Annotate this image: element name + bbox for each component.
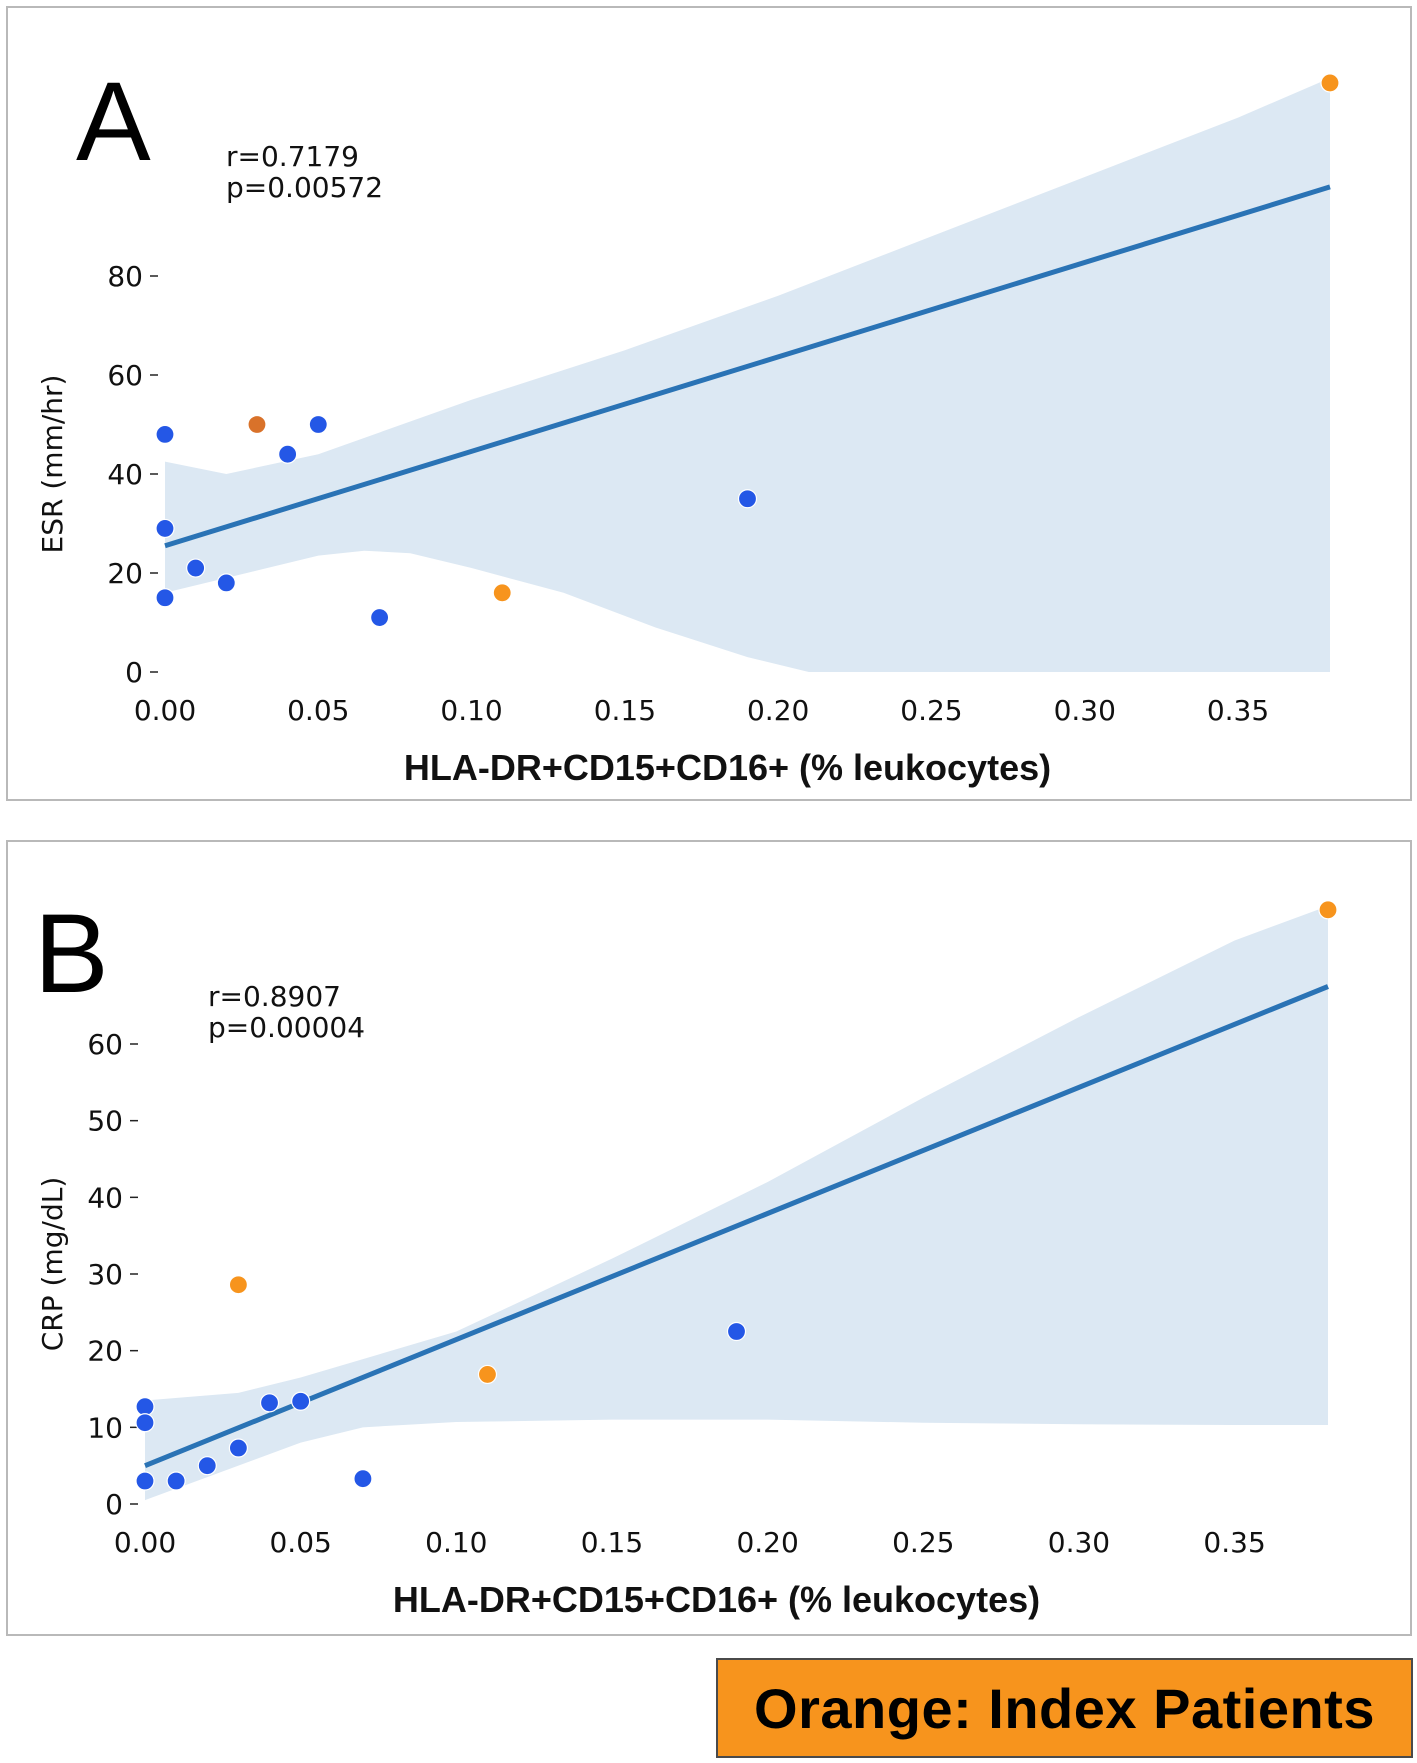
y-tick-label: 60 [87,1028,123,1061]
data-point-index-patient [228,1275,248,1295]
x-tick-label: 0.00 [134,694,196,727]
panel-letter: A [76,59,151,184]
y-tick-label: 20 [87,1335,123,1368]
y-tick-label: 80 [107,260,143,293]
y-tick-label: 10 [87,1411,123,1444]
p-value: p=0.00572 [226,171,383,204]
x-axis-label: HLA-DR+CD15+CD16+ (% leukocytes) [393,1579,1040,1620]
y-tick-label: 50 [87,1105,123,1138]
data-point [135,1413,155,1433]
data-point-index-patient [1320,73,1340,93]
data-point [353,1469,373,1489]
panel-letter: B [34,891,109,1016]
legend-box: Orange: Index Patients [716,1658,1413,1758]
correlation-r: r=0.8907 [208,980,341,1013]
scatter-chart-b: 0 10 20 30 40 50 60 0.00 0.05 0.10 0.15 0.20 0.25 0.3… [34,891,1338,1620]
confidence-band [145,906,1328,1501]
data-point [216,573,236,593]
scatter-chart-a: 0 20 40 60 80 0.00 0.05 0.10 0.15 0.20 0.25 0.30 0.3… [36,59,1340,788]
data-point [186,558,206,578]
regression-line [164,184,1331,549]
y-tick-label: 0 [105,1488,123,1521]
panel-b: 0 10 20 30 40 50 60 0.00 0.05 0.10 0.15 0.20 0.25 0.3… [6,840,1412,1636]
x-axis-label: HLA-DR+CD15+CD16+ (% leukocytes) [404,747,1051,788]
p-value: p=0.00004 [208,1011,365,1044]
data-point-index-patient [1318,900,1338,920]
data-point [291,1391,311,1411]
data-point [135,1397,155,1417]
data-point [278,444,298,464]
x-tick-label: 0.15 [594,694,656,727]
x-tick-label: 0.20 [736,1526,798,1559]
panel-a: 0 20 40 60 80 0.00 0.05 0.10 0.15 0.20 0.25 0.30 0.3… [6,6,1412,801]
data-point-index-patient [477,1364,498,1385]
x-tick-label: 0.25 [892,1526,954,1559]
data-point [166,1471,186,1491]
data-point [737,489,758,509]
data-point-index-patient [247,414,267,435]
y-tick-label: 60 [107,359,143,392]
y-tick-label: 30 [87,1258,123,1291]
data-point [259,1393,280,1413]
data-point [228,1438,248,1458]
confidence-band [165,78,1330,672]
regression-line [144,984,1329,1468]
x-tick-label: 0.35 [1203,1526,1265,1559]
y-tick-label: 40 [107,458,143,491]
x-tick-label: 0.30 [1048,1526,1110,1559]
legend-text: Orange: Index Patients [754,1676,1375,1740]
x-tick-label: 0.20 [747,694,809,727]
x-tick-label: 0.30 [1054,694,1116,727]
data-point [135,1471,155,1491]
data-point-index-patient [492,583,512,603]
y-tick-label: 20 [107,557,143,590]
data-point [370,607,390,628]
data-point [726,1321,747,1342]
x-tick-label: 0.10 [425,1526,487,1559]
correlation-r: r=0.7179 [226,140,359,173]
x-tick-label: 0.35 [1207,694,1269,727]
data-point [197,1456,217,1476]
x-tick-label: 0.25 [900,694,962,727]
data-point [155,424,175,444]
x-tick-label: 0.15 [581,1526,643,1559]
data-point [155,518,175,539]
y-axis-label: CRP (mg/dL) [36,1177,69,1352]
data-point [155,588,175,608]
y-tick-label: 0 [125,656,143,689]
y-axis-label: ESR (mm/hr) [36,375,69,554]
x-tick-label: 0.05 [269,1526,331,1559]
x-tick-label: 0.00 [114,1526,176,1559]
data-point [308,414,328,435]
x-tick-label: 0.10 [440,694,502,727]
y-tick-label: 40 [87,1181,123,1214]
x-tick-label: 0.05 [287,694,349,727]
